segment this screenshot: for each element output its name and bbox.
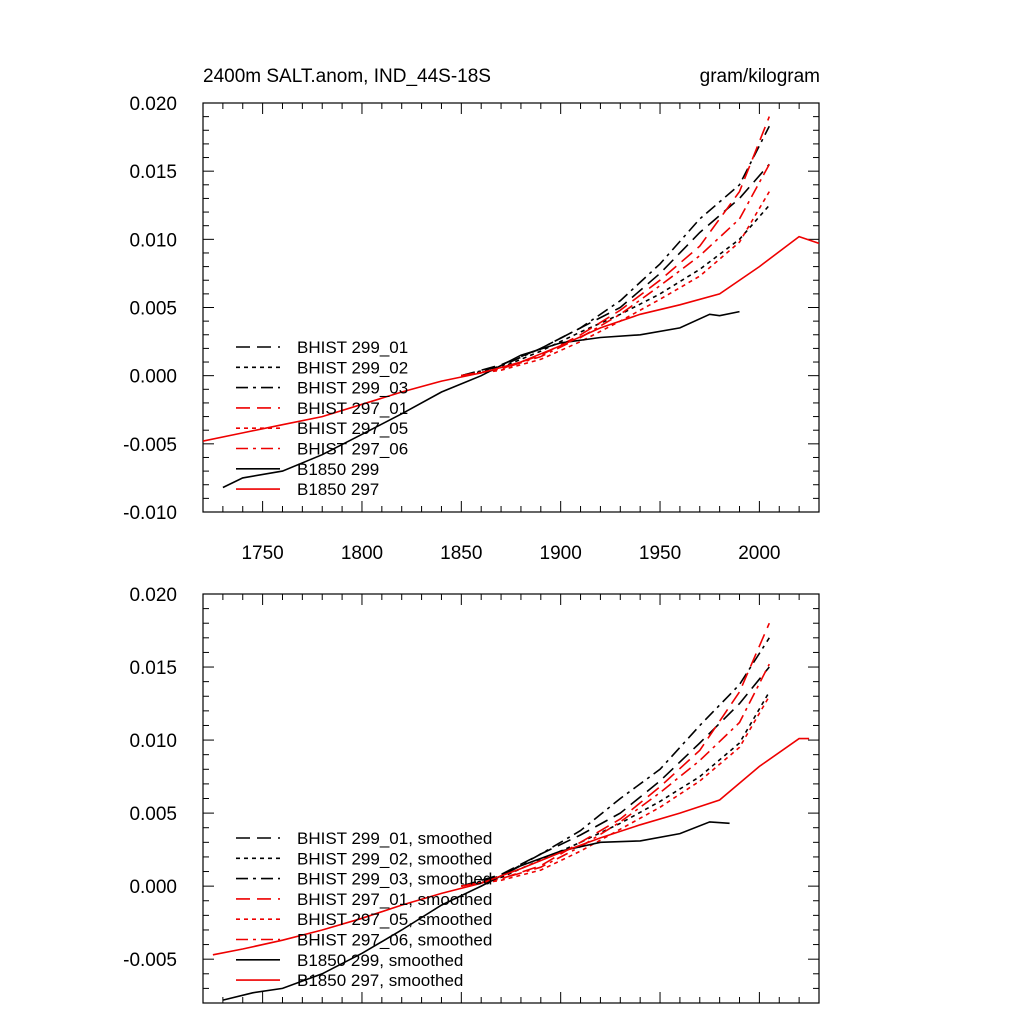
chart-units: gram/kilogram (700, 66, 820, 87)
series-line-3 (461, 637, 770, 887)
plot-frame (202, 102, 820, 513)
chart-panel-2: -0.005 0.000 0.005 0.010 0.015 0.020 BHIST 299… (123, 585, 820, 1004)
series-line-7 (222, 310, 740, 489)
series-group (203, 116, 819, 489)
legend-label-6: BHIST 297_06, smoothed (297, 931, 492, 950)
legend-label-5: BHIST 297_05, smoothed (297, 910, 492, 929)
series-line-8 (203, 235, 819, 442)
plot-frame (202, 593, 820, 1004)
chart-title: 2400m SALT.anom, IND_44S-18S (203, 66, 491, 87)
series-line-5 (461, 191, 770, 377)
y-tick-label: 0.005 (129, 299, 177, 320)
x-tick-label: 1800 (341, 543, 383, 564)
legend-label-8: B1850 297 (297, 480, 379, 499)
y-tick-label: -0.005 (123, 950, 177, 971)
x-tick-label: 1950 (639, 543, 681, 564)
series-line-4 (461, 622, 771, 887)
y-tick-label: 0.015 (129, 658, 177, 679)
y-tick-label: 0.020 (129, 585, 177, 606)
x-tick-label: 2000 (738, 543, 780, 564)
legend-label-2: BHIST 299_02, smoothed (297, 849, 492, 868)
legend-label-1: BHIST 299_01, smoothed (297, 829, 492, 848)
legend-label-4: BHIST 297_01 (297, 399, 408, 418)
legend-label-3: BHIST 299_03 (297, 379, 408, 398)
series-line-6 (461, 163, 771, 377)
y-tick-label: 0.010 (129, 230, 177, 251)
y-tick-label: 0.000 (129, 367, 177, 388)
x-tick-label: 1750 (241, 543, 283, 564)
series-group (212, 622, 810, 1001)
series-line-2 (461, 204, 770, 377)
series-line-5 (461, 695, 770, 887)
y-tick-label: 0.015 (129, 162, 177, 183)
y-tick-label: 0.000 (129, 877, 177, 898)
y-tick-label: -0.005 (123, 435, 177, 456)
chart-panel-1: 1750 1800 1850 1900 1950 2000 -0.010 -0.005 0.00… (123, 94, 820, 564)
legend-label-2: BHIST 299_02 (297, 358, 408, 377)
series-line-2 (461, 691, 770, 887)
series-line-7 (222, 821, 730, 1001)
x-tick-label: 1850 (440, 543, 482, 564)
legend-label-6: BHIST 297_06 (297, 440, 408, 459)
y-tick-label: -0.010 (123, 503, 177, 524)
series-line-1 (461, 666, 770, 887)
legend-label-7: B1850 299, smoothed (297, 951, 463, 970)
y-tick-label: 0.020 (129, 94, 177, 115)
series-line-3 (461, 125, 771, 377)
legend-label-5: BHIST 297_05 (297, 419, 408, 438)
y-tick-label: 0.010 (129, 731, 177, 752)
series-line-8 (212, 737, 810, 956)
x-tick-label: 1900 (540, 543, 582, 564)
series-line-1 (461, 163, 770, 377)
y-tick-label: 0.005 (129, 804, 177, 825)
legend-label-4: BHIST 297_01, smoothed (297, 890, 492, 909)
legend-label-8: B1850 297, smoothed (297, 971, 463, 990)
legend-label-3: BHIST 299_03, smoothed (297, 870, 492, 889)
series-line-6 (461, 663, 771, 887)
legend-label-1: BHIST 299_01 (297, 338, 408, 357)
legend-label-7: B1850 299 (297, 460, 379, 479)
